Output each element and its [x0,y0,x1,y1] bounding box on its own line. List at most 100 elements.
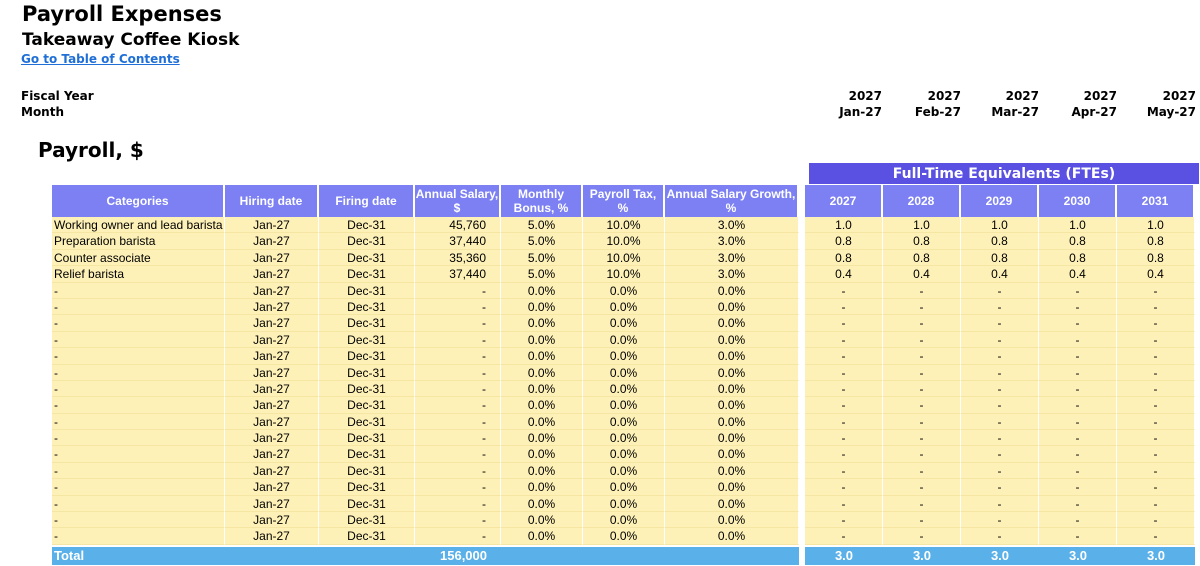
fte-cell[interactable]: - [1117,479,1195,496]
payroll-tax-cell[interactable]: 0.0% [583,462,665,480]
annual-salary-cell[interactable]: - [415,479,501,496]
category-cell[interactable]: - [52,348,225,365]
fte-cell[interactable]: - [883,364,961,381]
category-cell[interactable]: - [52,364,225,381]
monthly-bonus-cell[interactable]: 0.0% [501,331,583,349]
monthly-bonus-cell[interactable]: 0.0% [501,413,583,431]
fte-cell[interactable]: 0.8 [883,233,961,250]
fte-cell[interactable]: - [1039,495,1117,513]
hiring-date-cell[interactable]: Jan-27 [225,217,319,234]
fte-cell[interactable]: - [1039,397,1117,414]
salary-growth-cell[interactable]: 3.0% [665,217,799,234]
firing-date-cell[interactable]: Dec-31 [319,233,415,250]
fte-cell[interactable]: 0.8 [883,249,961,267]
payroll-tax-cell[interactable]: 10.0% [583,249,665,267]
hiring-date-cell[interactable]: Jan-27 [225,315,319,332]
firing-date-cell[interactable]: Dec-31 [319,380,415,398]
fte-cell[interactable]: 0.4 [961,266,1039,283]
firing-date-cell[interactable]: Dec-31 [319,315,415,332]
payroll-tax-cell[interactable]: 0.0% [583,495,665,513]
category-cell[interactable]: - [52,413,225,431]
firing-date-cell[interactable]: Dec-31 [319,348,415,365]
salary-growth-cell[interactable]: 3.0% [665,266,799,283]
payroll-tax-cell[interactable]: 0.0% [583,397,665,414]
fte-cell[interactable]: - [883,331,961,349]
fte-cell[interactable]: - [1039,479,1117,496]
fte-cell[interactable]: - [1117,282,1195,299]
salary-growth-cell[interactable]: 0.0% [665,430,799,447]
category-cell[interactable]: Relief barista [52,266,225,283]
fte-cell[interactable]: - [883,528,961,545]
fte-cell[interactable]: - [1039,298,1117,316]
annual-salary-cell[interactable]: - [415,397,501,414]
payroll-tax-cell[interactable]: 10.0% [583,233,665,250]
monthly-bonus-cell[interactable]: 5.0% [501,233,583,250]
category-cell[interactable]: Preparation barista [52,233,225,250]
fte-cell[interactable]: - [961,512,1039,529]
fte-cell[interactable]: 0.8 [961,233,1039,250]
annual-salary-cell[interactable]: - [415,331,501,349]
firing-date-cell[interactable]: Dec-31 [319,430,415,447]
fte-cell[interactable]: - [883,315,961,332]
salary-growth-cell[interactable]: 0.0% [665,479,799,496]
hiring-date-cell[interactable]: Jan-27 [225,495,319,513]
fte-cell[interactable]: - [805,331,883,349]
fte-cell[interactable]: 0.4 [883,266,961,283]
fte-cell[interactable]: - [883,495,961,513]
salary-growth-cell[interactable]: 0.0% [665,462,799,480]
fte-cell[interactable]: - [1039,413,1117,431]
payroll-tax-cell[interactable]: 0.0% [583,380,665,398]
firing-date-cell[interactable]: Dec-31 [319,282,415,299]
firing-date-cell[interactable]: Dec-31 [319,298,415,316]
fte-cell[interactable]: - [805,512,883,529]
hiring-date-cell[interactable]: Jan-27 [225,512,319,529]
annual-salary-cell[interactable]: - [415,430,501,447]
fte-cell[interactable]: - [805,446,883,463]
fte-cell[interactable]: - [961,446,1039,463]
fte-cell[interactable]: - [961,479,1039,496]
monthly-bonus-cell[interactable]: 0.0% [501,315,583,332]
firing-date-cell[interactable]: Dec-31 [319,512,415,529]
category-cell[interactable]: - [52,512,225,529]
monthly-bonus-cell[interactable]: 5.0% [501,266,583,283]
fte-cell[interactable]: - [961,528,1039,545]
fte-cell[interactable]: 0.8 [1117,233,1195,250]
firing-date-cell[interactable]: Dec-31 [319,462,415,480]
payroll-tax-cell[interactable]: 0.0% [583,364,665,381]
annual-salary-cell[interactable]: - [415,298,501,316]
salary-growth-cell[interactable]: 3.0% [665,249,799,267]
annual-salary-cell[interactable]: - [415,512,501,529]
fte-cell[interactable]: - [805,315,883,332]
fte-cell[interactable]: - [805,495,883,513]
annual-salary-cell[interactable]: - [415,462,501,480]
fte-cell[interactable]: - [961,282,1039,299]
category-cell[interactable]: Counter associate [52,249,225,267]
hiring-date-cell[interactable]: Jan-27 [225,266,319,283]
fte-cell[interactable]: - [1117,413,1195,431]
monthly-bonus-cell[interactable]: 0.0% [501,348,583,365]
category-cell[interactable]: - [52,282,225,299]
annual-salary-cell[interactable]: - [415,380,501,398]
category-cell[interactable]: - [52,397,225,414]
fte-cell[interactable]: - [883,479,961,496]
fte-cell[interactable]: 0.8 [805,249,883,267]
payroll-tax-cell[interactable]: 10.0% [583,266,665,283]
salary-growth-cell[interactable]: 0.0% [665,348,799,365]
fte-cell[interactable]: 0.8 [805,233,883,250]
fte-cell[interactable]: - [883,348,961,365]
fte-cell[interactable]: - [961,397,1039,414]
monthly-bonus-cell[interactable]: 0.0% [501,282,583,299]
payroll-tax-cell[interactable]: 0.0% [583,446,665,463]
fte-cell[interactable]: - [1117,298,1195,316]
hiring-date-cell[interactable]: Jan-27 [225,364,319,381]
fte-cell[interactable]: - [883,512,961,529]
fte-cell[interactable]: - [1117,397,1195,414]
monthly-bonus-cell[interactable]: 0.0% [501,495,583,513]
hiring-date-cell[interactable]: Jan-27 [225,397,319,414]
annual-salary-cell[interactable]: 35,360 [415,249,501,267]
firing-date-cell[interactable]: Dec-31 [319,217,415,234]
fte-cell[interactable]: - [883,282,961,299]
fte-cell[interactable]: - [961,348,1039,365]
fte-cell[interactable]: - [883,380,961,398]
annual-salary-cell[interactable]: 37,440 [415,266,501,283]
